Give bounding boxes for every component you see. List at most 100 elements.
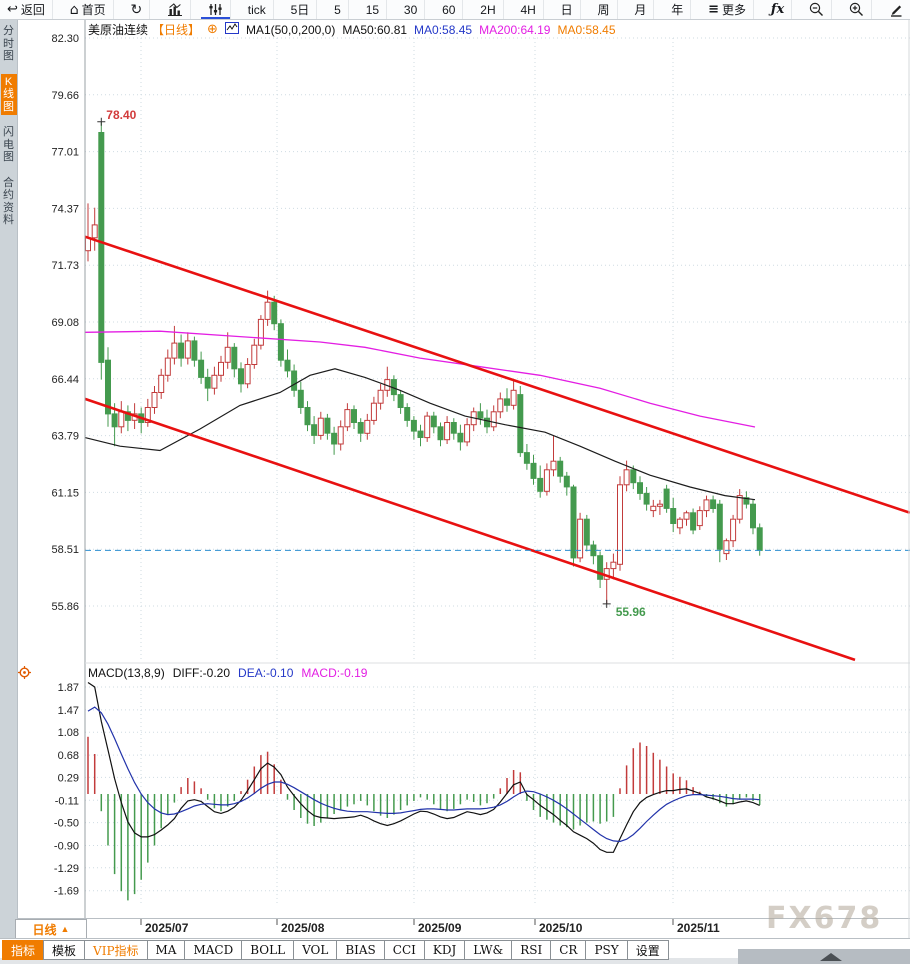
trendline-upper[interactable] bbox=[84, 235, 910, 515]
zoom-out-button[interactable] bbox=[802, 0, 833, 19]
candle-body bbox=[537, 477, 544, 492]
bar-chart-button[interactable] bbox=[160, 0, 192, 19]
interval-month[interactable]: 月 bbox=[627, 0, 655, 19]
price-axis-label: 71.73 bbox=[51, 260, 79, 272]
candle-body bbox=[517, 394, 524, 454]
expand-arrow-icon[interactable] bbox=[820, 953, 842, 961]
fx-indicator-button[interactable]: ƒx bbox=[764, 0, 793, 19]
candle-body bbox=[490, 411, 497, 428]
macd-diff-line bbox=[87, 682, 760, 853]
sidebar-item-1[interactable]: K线图 bbox=[0, 73, 17, 115]
candle-body bbox=[577, 518, 584, 559]
home-button[interactable]: ⌂ 首页 bbox=[63, 0, 114, 19]
draw-tool-button[interactable] bbox=[882, 0, 910, 19]
candle-body bbox=[357, 422, 364, 434]
candle-body bbox=[736, 495, 743, 520]
candle-body bbox=[271, 301, 278, 325]
ma50-line bbox=[84, 368, 756, 501]
ma-config-label: MA1(50,0,200,0) bbox=[245, 22, 336, 37]
candle-body bbox=[264, 301, 271, 320]
add-indicator-icon[interactable]: ⊕ bbox=[207, 22, 218, 37]
candle-body bbox=[397, 394, 404, 409]
interval-tick[interactable]: tick bbox=[241, 0, 274, 19]
tab-MACD[interactable]: MACD bbox=[184, 940, 243, 960]
macd-diff-value: DIFF:-0.20 bbox=[172, 666, 231, 680]
x-axis-month-label: 2025/09 bbox=[418, 921, 462, 935]
tab-RSI[interactable]: RSI bbox=[511, 940, 552, 960]
candle-body bbox=[297, 389, 304, 408]
macd-axis-label: 1.08 bbox=[58, 727, 79, 739]
indicator-settings-target-icon[interactable] bbox=[18, 666, 31, 684]
symbol-name: 美原油连续 bbox=[88, 23, 149, 37]
trendline-lower[interactable] bbox=[84, 397, 856, 662]
candle-body bbox=[324, 417, 331, 434]
candle-body bbox=[557, 460, 564, 477]
zoom-in-button[interactable] bbox=[842, 0, 872, 19]
tab-KDJ[interactable]: KDJ bbox=[423, 940, 466, 960]
candle-body bbox=[637, 482, 643, 494]
candle-body bbox=[437, 426, 444, 441]
interval-4h[interactable]: 4H bbox=[513, 0, 544, 19]
interval-2h[interactable]: 2H bbox=[473, 0, 504, 19]
candle-body bbox=[484, 417, 490, 428]
x-axis-month-label: 2025/10 bbox=[539, 921, 583, 935]
interval-60[interactable]: 60 bbox=[435, 0, 464, 19]
interval-day[interactable]: 日 bbox=[554, 0, 581, 19]
toolbar: ↩ 返回 ⌂ 首页 ↻ tick 5日 5 15 30 60 2H 4H 日周月年 ≡ 更多 ƒx bbox=[0, 0, 910, 20]
candle-body bbox=[224, 346, 231, 363]
candle-body bbox=[583, 518, 590, 546]
candle-body bbox=[444, 422, 451, 441]
candle-body bbox=[311, 424, 318, 436]
refresh-button[interactable]: ↻ bbox=[124, 0, 151, 19]
tab-VOL[interactable]: VOL bbox=[293, 940, 338, 960]
bottom-scrollbar[interactable] bbox=[738, 949, 910, 964]
tab-设置[interactable]: 设置 bbox=[626, 940, 669, 960]
interval-30[interactable]: 30 bbox=[397, 0, 426, 19]
interval-year[interactable]: 年 bbox=[664, 0, 692, 19]
candle-body bbox=[570, 486, 577, 559]
more-menu-button[interactable]: ≡ 更多 bbox=[701, 0, 755, 19]
interval-15[interactable]: 15 bbox=[359, 0, 388, 19]
tab-BOLL[interactable]: BOLL bbox=[241, 940, 295, 960]
price-axis-label: 66.44 bbox=[51, 374, 79, 386]
period-selector[interactable]: 日线 ▲ bbox=[15, 919, 87, 939]
sidebar-item-3[interactable]: 合约资料 bbox=[3, 176, 14, 227]
interval-5d[interactable]: 5日 bbox=[284, 0, 318, 19]
macd-axis-label: -0.50 bbox=[54, 818, 79, 830]
tab-LW&[interactable]: LW& bbox=[464, 940, 513, 960]
tab-指标[interactable]: 指标 bbox=[2, 940, 45, 960]
tab-模板[interactable]: 模板 bbox=[43, 940, 86, 960]
price-axis-label: 74.37 bbox=[51, 203, 79, 215]
candle-body bbox=[144, 407, 151, 423]
tab-MA[interactable]: MA bbox=[146, 940, 186, 960]
sidebar-item-0[interactable]: 分时图 bbox=[3, 25, 14, 62]
tab-CCI[interactable]: CCI bbox=[383, 940, 425, 960]
candle-body bbox=[550, 460, 557, 471]
sidebar-item-2[interactable]: 闪电图 bbox=[3, 126, 14, 163]
tab-CR[interactable]: CR bbox=[550, 940, 587, 960]
candle-body bbox=[171, 342, 178, 359]
candle-body bbox=[410, 419, 417, 432]
candle-body bbox=[656, 503, 663, 507]
candle-body bbox=[424, 415, 431, 439]
tab-PSY[interactable]: PSY bbox=[585, 940, 628, 960]
candle-body bbox=[317, 417, 324, 436]
indicator-settings-button[interactable] bbox=[201, 0, 231, 19]
chart-title-bar: 美原油连续 【日线】 ⊕ MA1(50,0,200,0) MA50:60.81 … bbox=[88, 21, 616, 38]
macd-value: MACD:-0.19 bbox=[301, 666, 368, 680]
candle-body bbox=[404, 407, 411, 421]
interval-5[interactable]: 5 bbox=[327, 0, 349, 19]
candle-body bbox=[650, 505, 657, 512]
tab-BIAS[interactable]: BIAS bbox=[336, 940, 385, 960]
interval-badge: 【日线】 bbox=[152, 23, 201, 37]
candle-body bbox=[617, 484, 623, 565]
candle-body bbox=[723, 540, 730, 555]
candle-body bbox=[543, 469, 550, 492]
price-axis-label: 61.15 bbox=[51, 487, 79, 499]
tab-VIP指标[interactable]: VIP指标 bbox=[84, 940, 148, 960]
macd-axis-label: 0.68 bbox=[58, 750, 79, 762]
back-button[interactable]: ↩ 返回 bbox=[0, 0, 53, 19]
interval-week[interactable]: 周 bbox=[591, 0, 618, 19]
candle-body bbox=[510, 389, 517, 406]
